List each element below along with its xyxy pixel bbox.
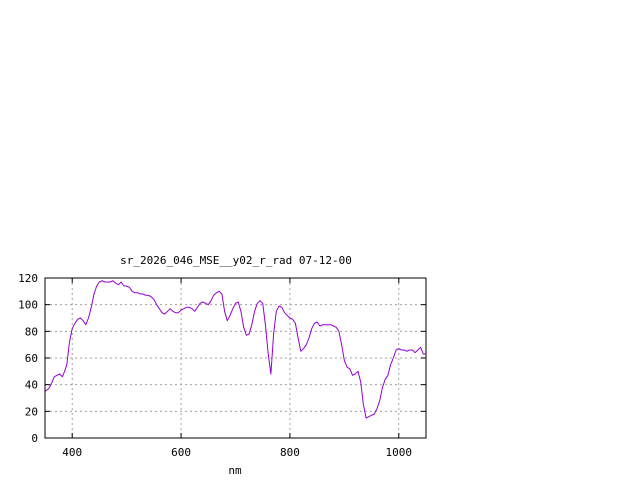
y-tick-label: 40 <box>25 379 38 392</box>
plot-frame <box>44 277 427 439</box>
y-tick-label: 60 <box>25 352 38 365</box>
y-tick-label: 20 <box>25 405 38 418</box>
y-tick-label: 0 <box>31 432 38 445</box>
x-tick-label: 600 <box>171 446 191 459</box>
series-layer <box>44 280 426 419</box>
x-tick-label: 1000 <box>386 446 413 459</box>
x-tick-label: 400 <box>62 446 82 459</box>
x-axis-label: nm <box>228 464 242 477</box>
y-tick-label: 120 <box>18 272 38 285</box>
series-line-0 <box>44 280 426 419</box>
y-tick-label: 80 <box>25 325 38 338</box>
x-tick-label: 800 <box>280 446 300 459</box>
y-axis-tick-labels: 0 20 40 60 80 100 120 <box>18 272 38 445</box>
grid-lines <box>45 278 426 438</box>
chart-title: sr_2026_046_MSE__y02_r_rad 07-12-00 <box>120 254 352 267</box>
y-tick-label: 100 <box>18 299 38 312</box>
x-axis-tick-labels: 400 600 800 1000 <box>62 446 412 459</box>
